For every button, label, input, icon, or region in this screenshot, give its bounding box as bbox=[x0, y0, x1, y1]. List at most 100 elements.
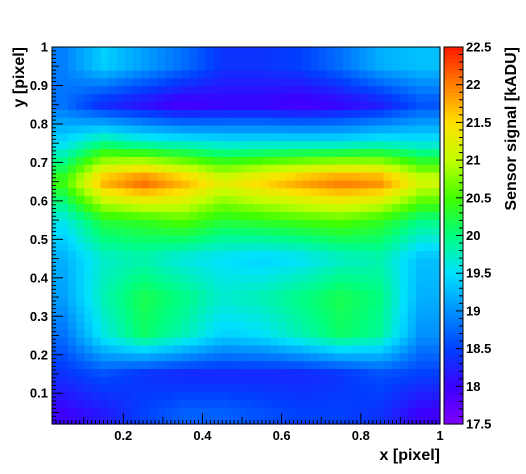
heatmap-cell bbox=[52, 369, 61, 378]
heatmap-cell bbox=[108, 361, 118, 370]
heatmap-cell bbox=[221, 219, 231, 229]
heatmap-cell bbox=[124, 133, 134, 142]
heatmap-cell bbox=[270, 243, 279, 252]
heatmap-cell bbox=[391, 156, 401, 166]
heatmap-cell bbox=[124, 211, 134, 221]
heatmap-cell bbox=[326, 211, 336, 221]
heatmap-cell bbox=[165, 353, 174, 362]
heatmap-cell bbox=[318, 196, 328, 205]
heatmap-cell bbox=[351, 353, 360, 362]
heatmap-cell bbox=[286, 172, 296, 182]
heatmap-cell bbox=[391, 321, 401, 331]
heatmap-cell bbox=[415, 282, 425, 292]
heatmap-cell bbox=[343, 94, 352, 103]
heatmap-cell bbox=[76, 70, 85, 80]
heatmap-cell bbox=[84, 282, 94, 292]
heatmap-cell bbox=[221, 337, 231, 347]
heatmap-cell bbox=[157, 211, 166, 221]
heatmap-cell bbox=[302, 306, 312, 315]
heatmap-cell bbox=[431, 274, 441, 284]
heatmap-cell bbox=[237, 329, 247, 339]
heatmap-cell bbox=[76, 259, 85, 268]
heatmap-cell bbox=[189, 109, 199, 119]
heatmap-cell bbox=[302, 282, 312, 292]
heatmap-cell bbox=[100, 125, 110, 134]
heatmap-cell bbox=[407, 172, 417, 182]
color-scale-band bbox=[444, 178, 463, 184]
heatmap-cell bbox=[294, 164, 304, 174]
heatmap-cell bbox=[157, 266, 166, 276]
heatmap-cell bbox=[310, 62, 320, 72]
heatmap-cell bbox=[76, 196, 85, 205]
heatmap-cell bbox=[181, 235, 191, 244]
heatmap-cell bbox=[68, 47, 77, 56]
heatmap-cell bbox=[254, 141, 263, 150]
heatmap-cell bbox=[343, 54, 352, 64]
color-scale-band bbox=[444, 77, 463, 82]
heatmap-cell bbox=[108, 133, 118, 142]
heatmap-cell bbox=[326, 125, 336, 134]
heatmap-cell bbox=[391, 329, 401, 339]
heatmap-cell bbox=[310, 211, 320, 221]
heatmap-cell bbox=[254, 251, 263, 260]
heatmap-cell bbox=[52, 321, 61, 331]
heatmap-cell bbox=[246, 109, 255, 119]
heatmap-cell bbox=[246, 70, 255, 80]
heatmap-cell bbox=[326, 369, 336, 378]
heatmap-cell bbox=[359, 290, 368, 299]
heatmap-cell bbox=[197, 141, 207, 150]
heatmap-cell bbox=[229, 156, 239, 166]
heatmap-cell bbox=[157, 298, 166, 307]
heatmap-cell bbox=[116, 266, 126, 276]
heatmap-cell bbox=[197, 384, 207, 394]
heatmap-cell bbox=[165, 251, 174, 260]
heatmap-cell bbox=[84, 180, 94, 189]
heatmap-cell bbox=[294, 86, 304, 95]
heatmap-cell bbox=[108, 329, 118, 339]
heatmap-cell bbox=[367, 282, 376, 292]
heatmap-cell bbox=[310, 54, 320, 64]
heatmap-cell bbox=[270, 204, 279, 213]
heatmap-cell bbox=[302, 117, 312, 127]
heatmap-cell bbox=[52, 243, 61, 252]
heatmap-cell bbox=[140, 329, 150, 339]
heatmap-cell bbox=[415, 274, 425, 284]
color-scale-band bbox=[444, 163, 463, 169]
heatmap-cell bbox=[132, 306, 142, 315]
color-scale-band bbox=[444, 62, 463, 67]
heatmap-cell bbox=[84, 384, 94, 394]
color-scale-band bbox=[444, 284, 463, 289]
heatmap-cell bbox=[229, 251, 239, 260]
heatmap-cell bbox=[140, 164, 150, 174]
color-scale-band bbox=[444, 111, 463, 116]
heatmap-cell bbox=[359, 196, 368, 205]
heatmap-cell bbox=[334, 133, 344, 142]
heatmap-cell bbox=[270, 376, 279, 386]
heatmap-cell bbox=[367, 78, 376, 87]
heatmap-cell bbox=[423, 101, 433, 111]
heatmap-cell bbox=[262, 274, 271, 284]
heatmap-cell bbox=[149, 62, 158, 72]
heatmap-cell bbox=[173, 306, 182, 315]
heatmap-cell bbox=[278, 227, 288, 237]
heatmap-cell bbox=[205, 259, 215, 268]
heatmap-cell bbox=[431, 337, 441, 347]
heatmap-cell bbox=[132, 266, 142, 276]
heatmap-cell bbox=[237, 408, 247, 417]
heatmap-cell bbox=[407, 306, 417, 315]
heatmap-cell bbox=[205, 211, 215, 221]
heatmap-cell bbox=[246, 337, 255, 347]
heatmap-cell bbox=[423, 172, 433, 182]
heatmap-cell bbox=[100, 204, 110, 213]
heatmap-cell bbox=[351, 329, 360, 339]
heatmap-cell bbox=[181, 329, 191, 339]
heatmap-cell bbox=[149, 219, 158, 229]
heatmap-cell bbox=[60, 369, 69, 378]
heatmap-cell bbox=[310, 235, 320, 244]
heatmap-cell bbox=[213, 180, 223, 189]
heatmap-cell bbox=[310, 306, 320, 315]
heatmap-cell bbox=[399, 400, 409, 409]
heatmap-cell bbox=[351, 125, 360, 134]
heatmap-cell bbox=[399, 282, 409, 292]
heatmap-cell bbox=[84, 321, 94, 331]
